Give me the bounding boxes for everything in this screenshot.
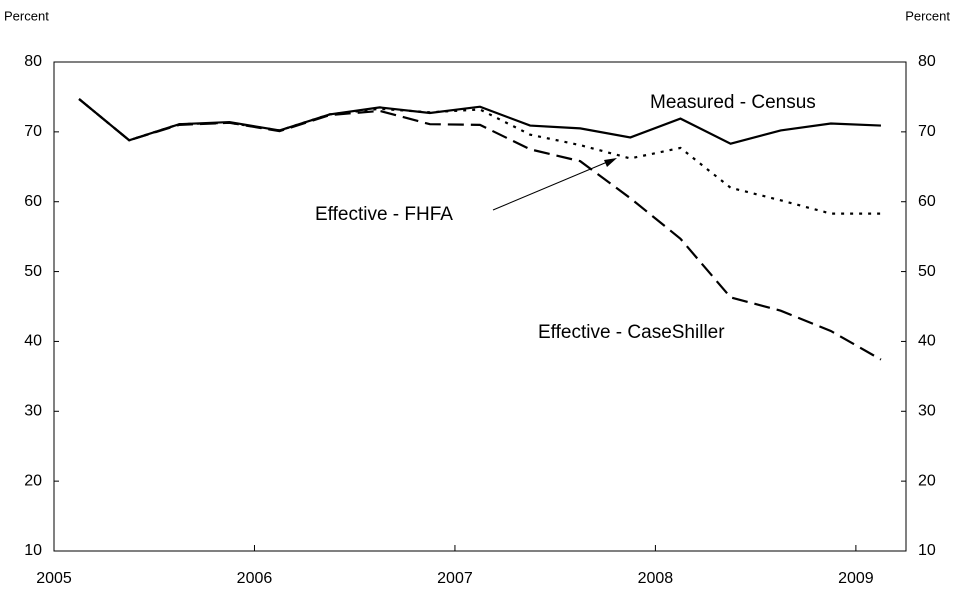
y2-tick-label: 10 bbox=[918, 542, 936, 559]
series-label: Measured - Census bbox=[650, 92, 816, 113]
x-tick-label: 2008 bbox=[638, 570, 674, 587]
y2-tick-label: 60 bbox=[918, 193, 936, 210]
y2-tick-label: 50 bbox=[918, 263, 936, 280]
y-tick-label: 70 bbox=[24, 123, 42, 140]
annotation-arrow bbox=[492, 159, 613, 211]
y-tick-label: 20 bbox=[24, 472, 42, 489]
series-label: Effective - CaseShiller bbox=[538, 322, 725, 343]
y2-tick-label: 30 bbox=[918, 403, 936, 420]
y2-tick-label: 40 bbox=[918, 333, 936, 350]
data-line bbox=[78, 98, 882, 361]
y-axis-title: Percent bbox=[4, 8, 49, 23]
y-tick-label: 10 bbox=[24, 542, 42, 559]
y2-tick-label: 80 bbox=[918, 53, 936, 70]
x-tick-label: 2005 bbox=[36, 570, 72, 587]
x-tick-label: 2006 bbox=[237, 570, 273, 587]
y-tick-label: 30 bbox=[24, 403, 42, 420]
y2-tick-label: 20 bbox=[918, 472, 936, 489]
plot-frame bbox=[53, 61, 907, 552]
arrow-head bbox=[604, 158, 617, 167]
data-line bbox=[78, 98, 881, 215]
y-tick-label: 50 bbox=[24, 263, 42, 280]
y-tick-label: 40 bbox=[24, 333, 42, 350]
y2-tick-label: 70 bbox=[918, 123, 936, 140]
series-label: Effective - FHFA bbox=[315, 204, 453, 225]
y-tick-label: 60 bbox=[24, 193, 42, 210]
y-tick-label: 80 bbox=[24, 53, 42, 70]
y2-axis-title: Percent bbox=[905, 8, 950, 23]
x-tick-label: 2007 bbox=[437, 570, 473, 587]
x-tick-label: 2009 bbox=[838, 570, 874, 587]
